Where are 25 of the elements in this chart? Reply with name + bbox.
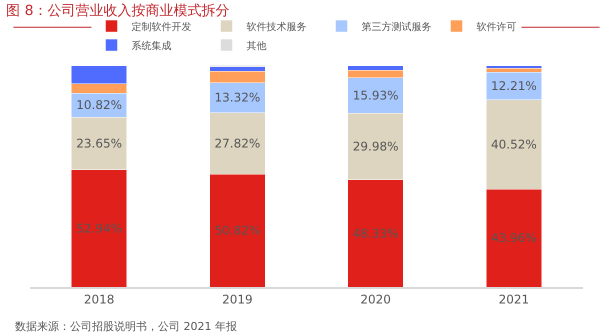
data-label: 52.94%	[76, 221, 122, 236]
data-label: 27.82%	[214, 136, 260, 150]
legend-label: 其他	[246, 40, 266, 52]
data-label: 50.82%	[214, 224, 260, 238]
x-tick-label: 2018	[84, 292, 114, 306]
data-label: 23.65%	[76, 136, 122, 150]
x-tick-label: 2021	[498, 292, 530, 306]
x-tick-label: 2019	[222, 292, 253, 306]
legend-label: 系统集成	[132, 40, 172, 52]
data-label: 13.32%	[214, 90, 260, 105]
data-label: 43.96%	[490, 231, 537, 246]
source-note: 数据来源：公司招股说明书，公司 2021 年报	[15, 320, 237, 333]
data-label: 12.21%	[490, 79, 537, 93]
chart-title: 图 8：公司营业收入按商业模式拆分	[6, 2, 230, 19]
data-label: 48.33%	[352, 226, 399, 240]
bar	[486, 66, 542, 69]
legend-label: 第三方测试服务	[362, 20, 432, 33]
data-label: 10.82%	[76, 98, 122, 112]
data-label: 40.52%	[490, 138, 537, 152]
legend-label: 软件许可	[476, 20, 516, 33]
legend-label: 定制软件开发	[132, 20, 192, 33]
legend-label: 软件技术服务	[246, 20, 306, 33]
data-label: 15.93%	[352, 88, 399, 103]
data-label: 29.98%	[352, 140, 399, 154]
x-tick-label: 2020	[360, 292, 391, 306]
